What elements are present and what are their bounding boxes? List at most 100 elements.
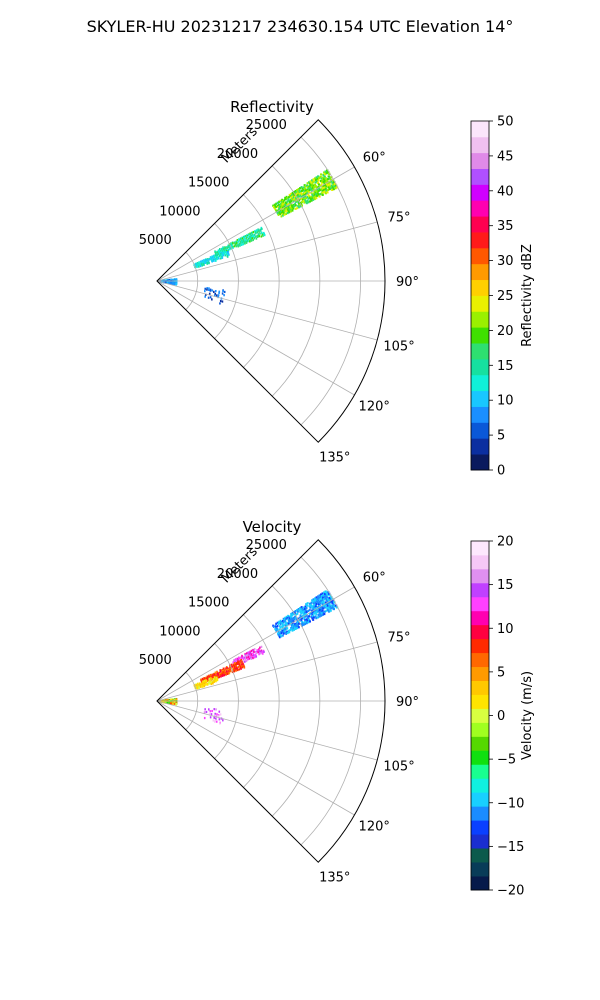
echo-pixel — [302, 616, 305, 619]
echo-pixel — [284, 626, 286, 630]
echo-pixel — [282, 214, 284, 217]
echo-pixel — [298, 203, 301, 207]
echo-pixel — [327, 186, 331, 189]
echo-pixel — [296, 196, 299, 199]
echo-pixel — [222, 254, 225, 257]
colorbar-tick-label: −10 — [497, 796, 524, 811]
echo-pixel — [328, 597, 331, 600]
echo-pixel — [199, 264, 202, 268]
echo-pixel — [204, 261, 206, 265]
echo-pixel — [281, 203, 284, 206]
echo-pixel — [207, 259, 209, 262]
echo-pixel — [324, 603, 327, 607]
echo-pixel — [213, 290, 215, 293]
echo-pixel — [331, 186, 335, 189]
echo-pixel — [299, 610, 302, 613]
echo-pixel — [223, 248, 225, 251]
echo-pixel — [278, 208, 281, 211]
echo-pixel — [298, 193, 301, 196]
echo-pixel — [290, 614, 293, 617]
echo-pixel — [199, 684, 202, 687]
echo-pixel — [314, 181, 317, 184]
echo-pixel — [306, 192, 309, 195]
echo-pixel — [245, 652, 248, 655]
echo-pixel — [315, 186, 318, 189]
colorbar-swatch — [471, 736, 489, 751]
echo-pixel — [301, 620, 304, 624]
echo-pixel — [217, 715, 220, 718]
echo-pixel — [292, 620, 295, 623]
echo-pixel — [286, 631, 289, 635]
echo-pixel — [289, 629, 292, 632]
echo-pixel — [325, 598, 328, 602]
echo-pixel — [306, 602, 309, 605]
echo-pixel — [204, 710, 206, 713]
echo-pixel — [293, 618, 296, 621]
echo-pixel — [292, 207, 295, 210]
echo-pixel — [288, 203, 290, 206]
echo-pixel — [224, 247, 227, 250]
azimuth-spoke — [156, 280, 378, 341]
echo-pixel — [281, 619, 284, 623]
echo-pixel — [323, 610, 327, 613]
echo-pixel — [207, 708, 210, 711]
echo-pixel — [258, 653, 260, 656]
echo-pixel — [210, 682, 213, 686]
echo-pixel — [320, 597, 323, 600]
echo-pixel — [322, 596, 325, 599]
echo-pixel — [297, 188, 300, 191]
echo-pixel — [293, 194, 296, 197]
echo-pixel — [284, 620, 287, 623]
echo-pixel — [288, 620, 291, 624]
colorbar-swatch — [471, 168, 489, 185]
echo-pixel — [291, 209, 294, 212]
echo-pixel — [301, 624, 304, 627]
echo-pixel — [220, 670, 222, 673]
echo-pixel — [258, 235, 261, 238]
echo-pixel — [324, 177, 327, 180]
echo-pixel — [284, 206, 286, 210]
echo-pixel — [323, 612, 326, 616]
echo-pixel — [276, 628, 279, 631]
echo-pixel — [214, 714, 216, 717]
echo-pixel — [329, 598, 332, 601]
echo-pixel — [282, 204, 285, 207]
echo-pixel — [200, 685, 202, 688]
echo-pixel — [311, 617, 314, 620]
echo-pixel — [331, 606, 335, 609]
echo-pixel — [278, 621, 281, 625]
echo-pixel — [290, 206, 293, 210]
echo-pixel — [326, 169, 329, 172]
echo-pixel — [258, 230, 260, 233]
echo-pixel — [323, 175, 326, 178]
echo-pixel — [225, 250, 228, 253]
echo-pixel — [252, 656, 254, 660]
echo-pixel — [253, 656, 256, 659]
colorbar-swatch — [471, 438, 489, 455]
echo-pixel — [216, 257, 218, 261]
echo-pixel — [295, 618, 298, 621]
echo-pixel — [302, 200, 305, 203]
echo-pixel — [300, 615, 303, 619]
echo-pixel — [277, 622, 280, 626]
echo-pixel — [245, 654, 247, 658]
colorbar-swatch — [471, 263, 489, 281]
echo-pixel — [310, 615, 313, 618]
echo-pixel — [312, 616, 316, 619]
echo-pixel — [294, 615, 297, 619]
echo-pixel — [237, 245, 240, 248]
echo-pixel — [226, 246, 228, 249]
echo-pixel — [252, 230, 255, 234]
echo-pixel — [289, 210, 292, 213]
echo-pixel — [319, 180, 323, 183]
echo-region-5 — [203, 708, 224, 725]
echo-pixel — [306, 199, 309, 202]
echo-pixel — [317, 599, 320, 602]
echo-pixel — [277, 632, 279, 635]
echo-pixel — [279, 626, 282, 629]
echo-pixel — [256, 235, 259, 239]
echo-pixel — [330, 596, 333, 599]
echo-pixel — [326, 180, 329, 183]
echo-pixel — [328, 599, 331, 602]
